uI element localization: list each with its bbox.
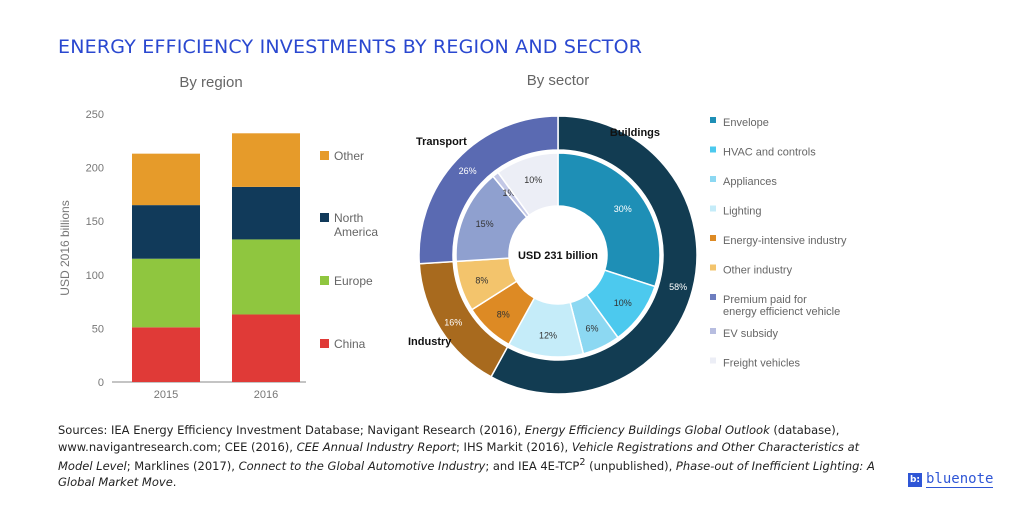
- legend-label-hvac-and-controls: HVAC and controls: [723, 147, 816, 159]
- sources-title-1: Energy Efficiency Buildings Global Outlo…: [524, 423, 770, 437]
- sources-title-5: Phase-out of Inefficient Lighting: A Glo…: [58, 458, 875, 490]
- figure-svg: By region USD 2016 billions 0 50 100 150 200 25…: [58, 72, 847, 401]
- bar-europe-2015: [132, 258, 200, 328]
- legend-swatch-europe: [320, 276, 329, 285]
- outer-label-industry: 16%: [444, 317, 462, 327]
- inner-label-other-industry: 8%: [475, 276, 488, 286]
- legend-label-freight-vehicles: Freight vehicles: [723, 358, 801, 370]
- legend-swatch-ev-subsidy: [710, 328, 716, 334]
- bluenote-logo[interactable]: b: bluenote: [908, 471, 994, 488]
- legend-swatch-appliances: [710, 176, 716, 182]
- bar-north-america-2016: [232, 186, 300, 240]
- bluenote-logo-name: bluenote: [926, 471, 994, 488]
- group-label-transport: Transport: [416, 136, 467, 148]
- sources-text-1: Sources: IEA Energy Efficiency Investmen…: [58, 423, 525, 437]
- legend-label-lighting: Lighting: [723, 206, 762, 218]
- bar-chart-title: By region: [179, 74, 242, 91]
- legend-label-ev-subsidy: EV subsidy: [723, 328, 779, 340]
- inner-slice-envelope: [557, 152, 661, 288]
- legend-label-premium-paid-for-energy-efficienct-vehicle: Premium paid for: [723, 294, 807, 306]
- legend-label-north-america: America: [334, 225, 378, 239]
- inner-label-freight-vehicles: 10%: [524, 175, 542, 185]
- legend-swatch-hvac-and-controls: [710, 146, 716, 153]
- inner-label-appliances: 6%: [586, 323, 599, 333]
- inner-label-hvac-and-controls: 10%: [614, 298, 632, 308]
- outer-label-transport: 26%: [459, 166, 477, 176]
- y-tick-label: 150: [86, 216, 104, 228]
- donut-center-label: USD 231 billion: [518, 250, 598, 262]
- y-tick-label: 100: [86, 270, 104, 282]
- inner-label-ev-subsidy: 1%: [502, 188, 515, 198]
- inner-slice-freight-vehicles: [496, 152, 559, 217]
- x-tick-label: 2016: [254, 389, 278, 401]
- outer-slice-transport: [418, 115, 559, 265]
- bar-china-2015: [132, 327, 200, 382]
- sources-superscript: 2: [579, 457, 586, 468]
- legend-swatch-china: [320, 339, 329, 348]
- figure-panel: By region USD 2016 billions 0 50 100 150 200 25…: [56, 62, 866, 412]
- page-title: ENERGY EFFICIENCY INVESTMENTS BY REGION …: [58, 36, 643, 58]
- inner-label-premium-paid-for-energy-efficienct-vehicle: 15%: [476, 219, 494, 229]
- outer-label-buildings: 58%: [669, 282, 687, 292]
- sources-text-4: ; Marklines (2017),: [126, 458, 239, 473]
- x-tick-label: 2015: [154, 389, 178, 401]
- legend-swatch-other-industry: [710, 264, 716, 271]
- y-tick-label: 0: [98, 377, 104, 389]
- bar-europe-2016: [232, 239, 300, 315]
- legend-swatch-north-america: [320, 213, 329, 222]
- bar-chart-by-region: By region USD 2016 billions 0 50 100 150 200 25…: [58, 74, 378, 401]
- sources-text-5: ; and IEA 4E-TCP: [485, 458, 580, 473]
- legend-swatch-energy-intensive-industry: [710, 235, 716, 241]
- donut-chart-title: By sector: [527, 72, 590, 89]
- group-label-industry: Industry: [408, 336, 452, 348]
- legend-swatch-lighting: [710, 205, 716, 212]
- legend-label-energy-intensive-industry: Energy-intensive industry: [723, 235, 847, 247]
- bluenote-logo-icon: b:: [908, 473, 922, 487]
- legend-swatch-freight-vehicles: [710, 357, 716, 364]
- sources-text-7: .: [172, 475, 177, 490]
- inner-label-lighting: 12%: [539, 330, 557, 340]
- sources-text-3: ; IHS Markit (2016),: [456, 439, 572, 454]
- inner-label-energy-intensive-industry: 8%: [497, 309, 510, 319]
- bar-other-2015: [132, 153, 200, 206]
- donut-chart-by-sector: By sector 58% 16% 26% 30% 10% 6% 12% 8% 8% 15% 1% 10…: [408, 72, 847, 395]
- legend-label-other-industry: Other industry: [723, 265, 793, 277]
- inner-label-envelope: 30%: [614, 204, 632, 214]
- bar-china-2016: [232, 314, 300, 382]
- sources-title-4: Connect to the Global Automotive Industr…: [238, 458, 486, 473]
- y-tick-label: 200: [86, 163, 104, 175]
- y-axis-label: USD 2016 billions: [58, 200, 72, 295]
- bar-other-2016: [232, 133, 300, 187]
- legend-label-europe: Europe: [334, 274, 373, 288]
- sources-title-3: Vehicle Registrations and Other Characte…: [58, 439, 860, 473]
- legend-swatch-premium-paid-for-energy-efficienct-vehicle: [710, 294, 716, 300]
- sources-text-2: (database), www.navigantresearch.com; CE…: [58, 423, 840, 454]
- sources-note: Sources: IEA Energy Efficiency Investmen…: [58, 422, 878, 491]
- legend-label-appliances: Appliances: [723, 176, 777, 188]
- legend-label-premium-paid-for-energy-efficienct-vehicle: energy efficienct vehicle: [723, 306, 840, 318]
- legend-swatch-other: [320, 151, 329, 160]
- sources-text-6: (unpublished),: [585, 458, 676, 473]
- sources-title-2: CEE Annual Industry Report: [296, 439, 457, 454]
- bar-north-america-2015: [132, 205, 200, 259]
- legend-swatch-envelope: [710, 117, 716, 123]
- legend-label-north-america: North: [334, 211, 363, 225]
- legend-label-other: Other: [334, 149, 364, 163]
- outer-slice-buildings: [490, 115, 698, 395]
- y-tick-label: 50: [92, 323, 104, 335]
- legend-label-china: China: [334, 337, 366, 351]
- y-tick-label: 250: [86, 109, 104, 121]
- legend-label-envelope: Envelope: [723, 117, 769, 129]
- group-label-buildings: Buildings: [610, 127, 660, 139]
